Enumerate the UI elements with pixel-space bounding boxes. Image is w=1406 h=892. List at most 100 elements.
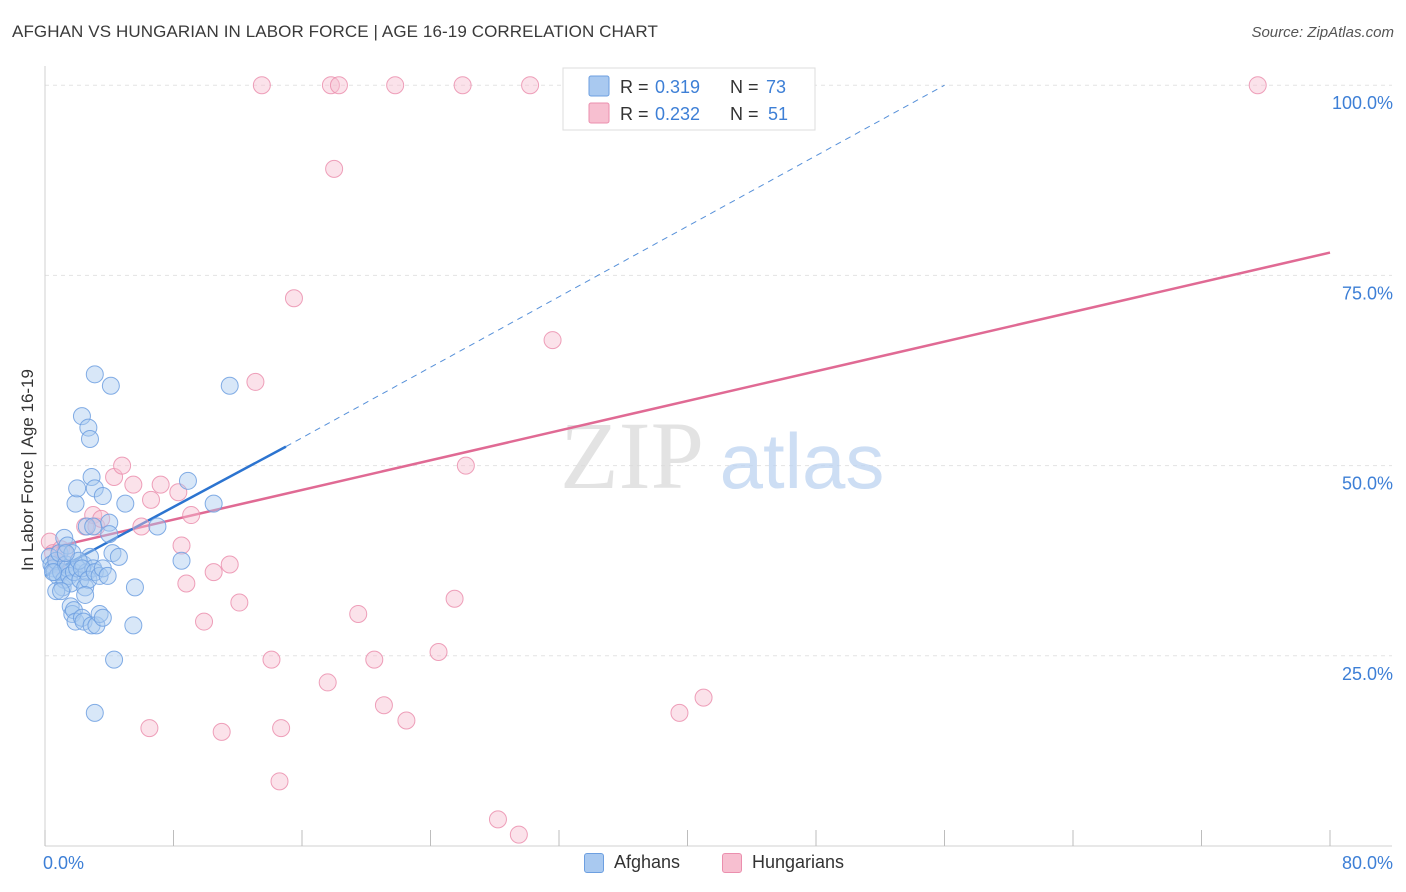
hungarian-point xyxy=(386,76,405,95)
afghan-point xyxy=(178,471,197,490)
hungarian-point xyxy=(182,506,201,525)
hungarian-point xyxy=(195,612,214,631)
afghan-point xyxy=(109,547,128,566)
afghan-trend-line xyxy=(44,445,287,578)
series-legend: Afghans Hungarians xyxy=(0,852,1406,878)
afghan-point xyxy=(85,703,104,722)
afghan-point xyxy=(61,574,80,593)
hungarian-point xyxy=(453,76,472,95)
afghan-point xyxy=(52,582,71,601)
hungarian-point xyxy=(132,517,151,536)
hungarian-point xyxy=(509,825,528,844)
afghan-point xyxy=(101,376,120,395)
afghan-point xyxy=(77,517,96,536)
trend-lines xyxy=(44,84,1331,578)
afghan-point xyxy=(93,608,112,627)
hungarian-point xyxy=(252,76,271,95)
legend-hungarian-n-value: 51 xyxy=(768,104,788,124)
watermark-zip: ZIP xyxy=(560,402,704,509)
source-label: Source: ZipAtlas.com xyxy=(1251,24,1394,41)
hungarian-point xyxy=(456,456,475,475)
hungarian-point xyxy=(142,490,161,509)
y-tick-labels: 25.0% 50.0% 75.0% 100.0% xyxy=(1332,93,1393,684)
chart-title: AFGHAN VS HUNGARIAN IN LABOR FORCE | AGE… xyxy=(12,22,658,41)
legend-hungarian-r-value: 0.232 xyxy=(655,104,700,124)
hungarian-point xyxy=(397,711,416,730)
hungarian-point xyxy=(329,76,348,95)
hungarian-point xyxy=(172,536,191,555)
hungarian-point xyxy=(230,593,249,612)
afghan-point xyxy=(47,582,66,601)
afghan-trend-extension xyxy=(285,84,945,448)
hungarian-point xyxy=(374,696,393,715)
afghan-point xyxy=(172,551,191,570)
legend-hungarian-r-label: R = xyxy=(620,104,649,124)
afghans-swatch xyxy=(584,852,604,873)
afghan-point xyxy=(116,494,135,513)
afghan-point xyxy=(72,407,91,426)
legend-label-afghans: Afghans xyxy=(614,852,681,872)
hungarian-point xyxy=(318,673,337,692)
afghan-point xyxy=(56,544,75,563)
hungarian-point xyxy=(124,475,143,494)
afghan-point xyxy=(87,616,106,635)
hungarian-point xyxy=(488,810,507,829)
afghan-point xyxy=(68,479,87,498)
afghan-point xyxy=(80,429,99,448)
legend-hungarian-n-label: N = xyxy=(730,104,759,124)
hungarian-point xyxy=(349,604,368,623)
hungarian-trend-line xyxy=(44,251,1331,551)
hungarian-point xyxy=(284,289,303,308)
afghan-point xyxy=(63,544,82,563)
hungarian-point xyxy=(445,589,464,608)
hungarian-point xyxy=(543,331,562,350)
hungarian-point xyxy=(1248,76,1267,95)
afghan-point xyxy=(148,517,167,536)
stats-legend: R = 0.319 N = 73 R = 0.232 N = 51 xyxy=(562,67,816,131)
hungarian-point xyxy=(262,650,281,669)
hungarian-point xyxy=(212,722,231,741)
legend-item-hungarians[interactable]: Hungarians xyxy=(722,852,844,873)
afghan-point xyxy=(84,517,103,536)
hungarian-point xyxy=(694,688,713,707)
hungarians-swatch xyxy=(722,852,742,873)
y-tick-label: 75.0% xyxy=(1342,283,1393,303)
hungarian-point xyxy=(521,76,540,95)
x-tick-label: 0.0% xyxy=(43,853,84,873)
afghan-point xyxy=(100,525,119,544)
hungarian-point xyxy=(246,372,265,391)
afghan-point xyxy=(66,494,85,513)
hungarian-point xyxy=(670,703,689,722)
legend-afghan-n-value: 73 xyxy=(766,77,786,97)
legend-afghan-n-label: N = xyxy=(730,77,759,97)
legend-afghan-r-value: 0.319 xyxy=(655,77,700,97)
x-tick-labels: 0.0% 80.0% xyxy=(43,853,1393,873)
legend-afghan-swatch xyxy=(588,75,610,97)
legend-label-hungarians: Hungarians xyxy=(752,852,845,872)
hungarian-point xyxy=(113,456,132,475)
grid-lines xyxy=(45,84,1392,657)
afghan-point xyxy=(79,418,98,437)
afghan-point xyxy=(85,365,104,384)
hungarian-point xyxy=(177,574,196,593)
afghan-point xyxy=(44,563,63,582)
hungarian-point xyxy=(429,643,448,661)
hungarian-point xyxy=(365,650,384,669)
afghan-points xyxy=(40,365,239,722)
hungarian-point xyxy=(151,475,170,494)
hungarian-point xyxy=(220,555,239,574)
afghan-point xyxy=(124,616,143,635)
watermark: ZIP atlas xyxy=(560,402,884,509)
legend-afghan-r-label: R = xyxy=(620,77,649,97)
afghan-point xyxy=(125,578,144,597)
afghan-point xyxy=(82,468,101,487)
afghan-point xyxy=(76,585,95,604)
x-tick-label: 80.0% xyxy=(1342,853,1393,873)
hungarian-point xyxy=(272,719,291,738)
hungarian-point xyxy=(270,772,289,791)
watermark-atlas: atlas xyxy=(720,417,885,505)
afghan-point xyxy=(79,570,98,589)
axes xyxy=(44,66,1392,847)
legend-item-afghans[interactable]: Afghans xyxy=(584,852,680,873)
